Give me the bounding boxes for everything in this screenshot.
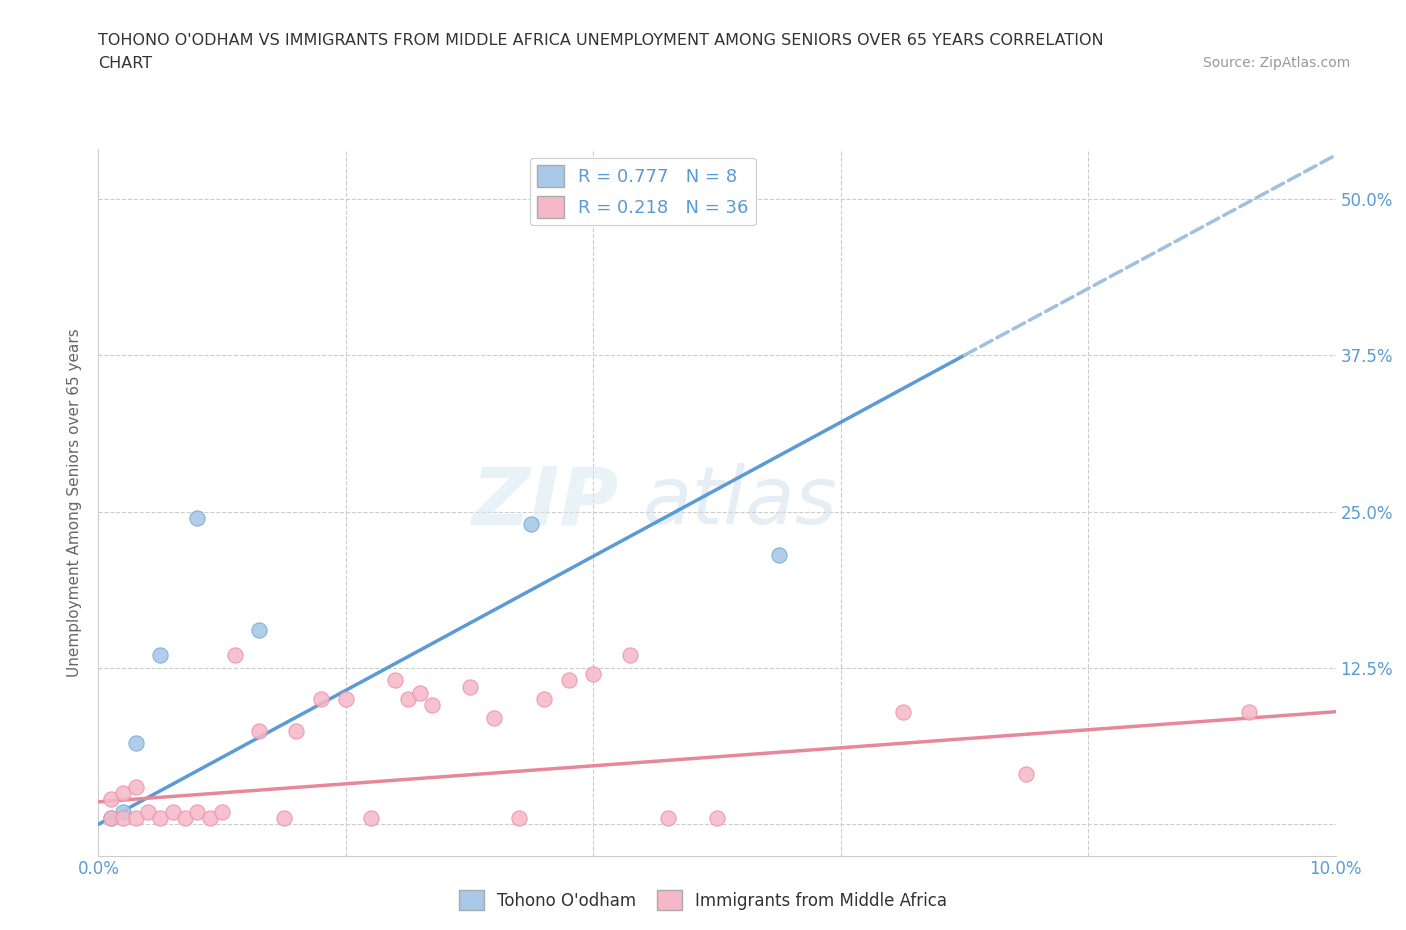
Point [136,804,159,819]
Point [533,692,555,707]
Point [100,811,122,826]
Point [458,679,481,694]
Point [768,548,790,563]
Legend: Tohono O'odham, Immigrants from Middle Africa: Tohono O'odham, Immigrants from Middle A… [453,884,953,917]
Text: atlas: atlas [643,463,838,541]
Point [335,692,357,707]
Point [186,511,208,525]
Point [309,692,332,707]
Point [484,711,506,725]
Point [422,698,444,713]
Text: CHART: CHART [98,56,152,71]
Point [396,692,419,707]
Point [657,811,679,826]
Text: ZIP: ZIP [471,463,619,541]
Point [706,811,728,826]
Point [112,804,135,819]
Point [360,811,382,826]
Point [273,811,295,826]
Text: TOHONO O'ODHAM VS IMMIGRANTS FROM MIDDLE AFRICA UNEMPLOYMENT AMONG SENIORS OVER : TOHONO O'ODHAM VS IMMIGRANTS FROM MIDDLE… [98,33,1104,47]
Point [409,685,432,700]
Point [891,704,914,719]
Point [100,791,122,806]
Point [112,786,135,801]
Point [162,804,184,819]
Point [520,517,543,532]
Point [384,673,406,688]
Point [124,811,146,826]
Point [211,804,233,819]
Point [619,648,641,663]
Point [1015,767,1038,782]
Point [285,723,308,737]
Legend: R = 0.777   N = 8, R = 0.218   N = 36: R = 0.777 N = 8, R = 0.218 N = 36 [530,158,756,225]
Point [582,667,605,682]
Point [186,804,208,819]
Point [198,811,221,826]
Point [124,779,146,794]
Point [557,673,579,688]
Point [100,811,122,826]
Point [124,736,146,751]
Point [112,811,135,826]
Point [174,811,197,826]
Point [149,811,172,826]
Point [247,623,270,638]
Y-axis label: Unemployment Among Seniors over 65 years: Unemployment Among Seniors over 65 years [67,328,83,677]
Point [247,723,270,737]
Point [508,811,530,826]
Point [1237,704,1260,719]
Point [224,648,246,663]
Point [149,648,172,663]
Text: Source: ZipAtlas.com: Source: ZipAtlas.com [1202,56,1350,70]
